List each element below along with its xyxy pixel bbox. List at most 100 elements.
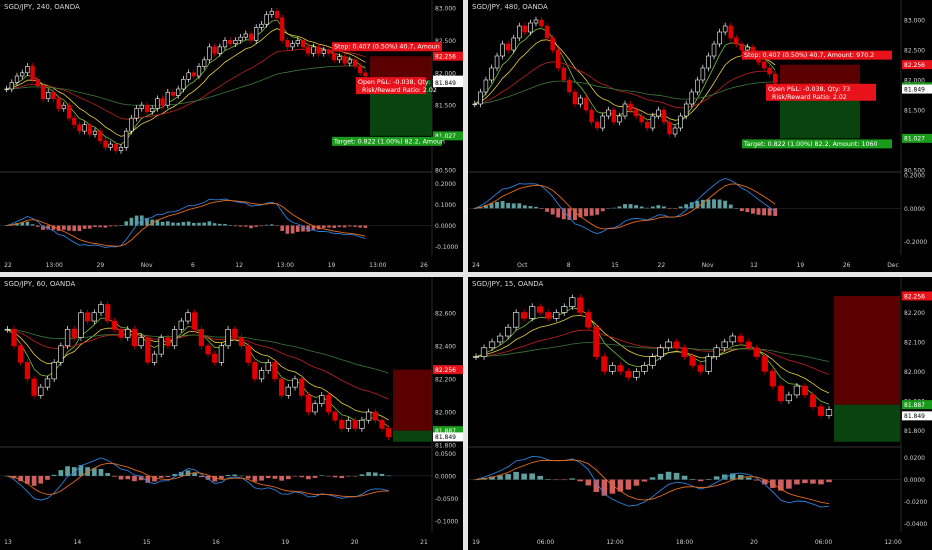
macd-histogram-bar: [228, 225, 233, 226]
chart-pane-15[interactable]: 82.20082.10082.00081.90081.80082.25681.8…: [468, 277, 932, 550]
macd-histogram-bar: [665, 471, 672, 480]
candle-body: [496, 335, 504, 343]
candle-body: [633, 109, 639, 117]
macd-histogram-bar: [212, 223, 217, 226]
macd-histogram-bar: [243, 225, 248, 227]
macd-histogram-bar: [124, 221, 129, 226]
macd-histogram-bar: [678, 206, 683, 209]
candle-body: [56, 98, 61, 109]
macd-histogram-bar: [295, 225, 300, 232]
candle-body: [695, 79, 700, 93]
macd-histogram-bar: [233, 225, 238, 227]
price-tick-label: 82.000: [904, 369, 925, 376]
macd-histogram-bar: [751, 208, 755, 214]
chart-pane-60[interactable]: 82.600 82.400 82.200 82.000 81.800 82.256 81.8…: [0, 277, 463, 550]
candle-body: [306, 46, 311, 54]
macd-histogram-bar: [15, 223, 19, 226]
candle-body: [697, 365, 704, 372]
macd-histogram-bar: [145, 217, 149, 226]
candle-body: [129, 117, 134, 132]
x-tick-label: 13:00: [277, 262, 294, 269]
macd-histogram-bar: [25, 221, 30, 226]
macd-histogram-bar: [802, 479, 808, 484]
candle-body: [722, 25, 728, 33]
candle-body: [365, 411, 372, 421]
price-tick-label: 82.200: [435, 376, 456, 383]
candle-body: [567, 79, 572, 93]
macd-histogram-bar: [72, 225, 77, 232]
macd-histogram-bar: [585, 479, 592, 486]
macd-histogram-bar: [51, 225, 56, 230]
macd-histogram-bar: [778, 479, 784, 491]
macd-histogram-bar: [684, 204, 689, 209]
macd-histogram-bar: [556, 208, 561, 218]
macd-histogram-bar: [352, 475, 358, 477]
candle-body: [761, 61, 767, 69]
price-tag-bg: [902, 60, 932, 70]
candle-body: [793, 385, 801, 396]
macd-histogram-bar: [767, 208, 772, 216]
candle-body: [259, 23, 264, 28]
candle-body: [274, 10, 280, 19]
macd-histogram-bar: [108, 225, 113, 227]
x-tick-label: 12:00: [606, 539, 623, 546]
candle-body: [537, 306, 544, 313]
macd-histogram-bar: [197, 222, 201, 226]
price-tick-label: 82.000: [435, 70, 456, 77]
candle-body: [633, 371, 640, 378]
macd-histogram-bar: [38, 475, 44, 484]
candle-body: [254, 27, 259, 41]
candle-body: [494, 55, 500, 69]
macd-histogram-bar: [506, 202, 511, 209]
macd-histogram-bar: [745, 477, 752, 480]
target-zone: [393, 430, 432, 442]
candle-body: [185, 312, 191, 322]
x-tick-label: 19: [282, 539, 290, 546]
candle-body: [529, 306, 536, 319]
candle-body: [150, 108, 155, 112]
pnl-label-bg: [766, 83, 876, 101]
x-tick-label: 8: [567, 262, 571, 269]
candle-body: [628, 103, 633, 111]
chart-pane-480[interactable]: 83.00082.50082.00081.50081.00080.50082.2…: [468, 0, 932, 272]
symbol-label: SGD/JPY, 480, OANDA: [472, 3, 548, 11]
candle-body: [103, 140, 108, 148]
macd-histogram-bar: [628, 204, 633, 209]
candle-body: [550, 37, 555, 51]
macd-histogram-bar: [280, 225, 285, 232]
candle-body: [4, 88, 9, 91]
candle-body: [593, 326, 600, 357]
price-tag-label: 82.256: [435, 367, 456, 374]
macd-histogram-bar: [721, 474, 728, 480]
candle-body: [673, 341, 680, 349]
macd-histogram-bar: [327, 225, 331, 228]
x-tick-label: 26: [843, 262, 851, 269]
candle-body: [753, 347, 760, 357]
stop-label: Stop: 0.407 (0.50%) 40.7, Amoun: [334, 44, 440, 51]
price-tag-label: 81.027: [904, 136, 925, 143]
candle-body: [772, 73, 778, 84]
candle-body: [292, 378, 298, 388]
candle-body: [280, 17, 285, 41]
candle-body: [737, 335, 744, 343]
macd-histogram-bar: [51, 474, 57, 476]
x-tick-label: 14: [74, 539, 82, 546]
candle-body: [700, 67, 706, 81]
candle-body: [178, 320, 184, 330]
candle-body: [295, 40, 300, 44]
macd-histogram-bar: [634, 205, 639, 209]
candle-body: [269, 10, 274, 15]
candle-body: [767, 67, 772, 75]
candle-body: [609, 365, 616, 372]
macd-histogram-bar: [165, 475, 171, 478]
candle-body: [46, 91, 51, 100]
macd-histogram-bar: [589, 208, 594, 216]
macd-histogram-bar: [254, 225, 259, 227]
macd-histogram-bar: [656, 205, 661, 209]
candle-body: [186, 72, 191, 80]
macd-histogram-bar: [517, 203, 522, 209]
macd-histogram-bar: [593, 479, 600, 493]
chart-pane-240[interactable]: 83.00082.50082.00081.50081.00080.50082.2…: [0, 0, 463, 272]
signal-line: [475, 459, 830, 505]
pane-divider-horizontal[interactable]: [0, 272, 932, 277]
